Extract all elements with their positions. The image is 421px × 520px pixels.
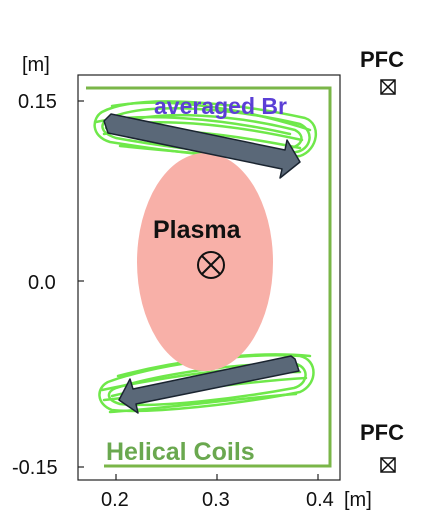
averaged-br-label: averaged Br [154, 93, 287, 119]
y-unit-label: [m] [22, 54, 50, 76]
x-tick-label-right: 0.4 [306, 489, 334, 511]
plasma-region [137, 153, 273, 371]
pfc-label-top: PFC [360, 47, 404, 72]
pfc-label-bottom: PFC [360, 420, 404, 445]
axes-frame [77, 74, 341, 481]
circled-times-icon [197, 251, 225, 279]
y-tick-label-top: 0.15 [18, 91, 57, 113]
averaged-br-arrow-upper [103, 113, 301, 179]
x-tick-label-left: 0.2 [101, 489, 129, 511]
helical-coils-label: Helical Coils [106, 438, 255, 466]
boxed-x-icon [380, 79, 396, 95]
boxed-x-icon [380, 457, 396, 473]
plasma-label: Plasma [153, 216, 242, 244]
y-tick-label-bottom: -0.15 [12, 457, 58, 479]
x-unit-label: [m] [344, 489, 372, 511]
x-tick-label-mid: 0.3 [202, 489, 230, 511]
y-tick-label-mid: 0.0 [28, 272, 56, 294]
averaged-br-arrow-lower [118, 355, 300, 414]
helical-coil-frame [86, 86, 332, 468]
